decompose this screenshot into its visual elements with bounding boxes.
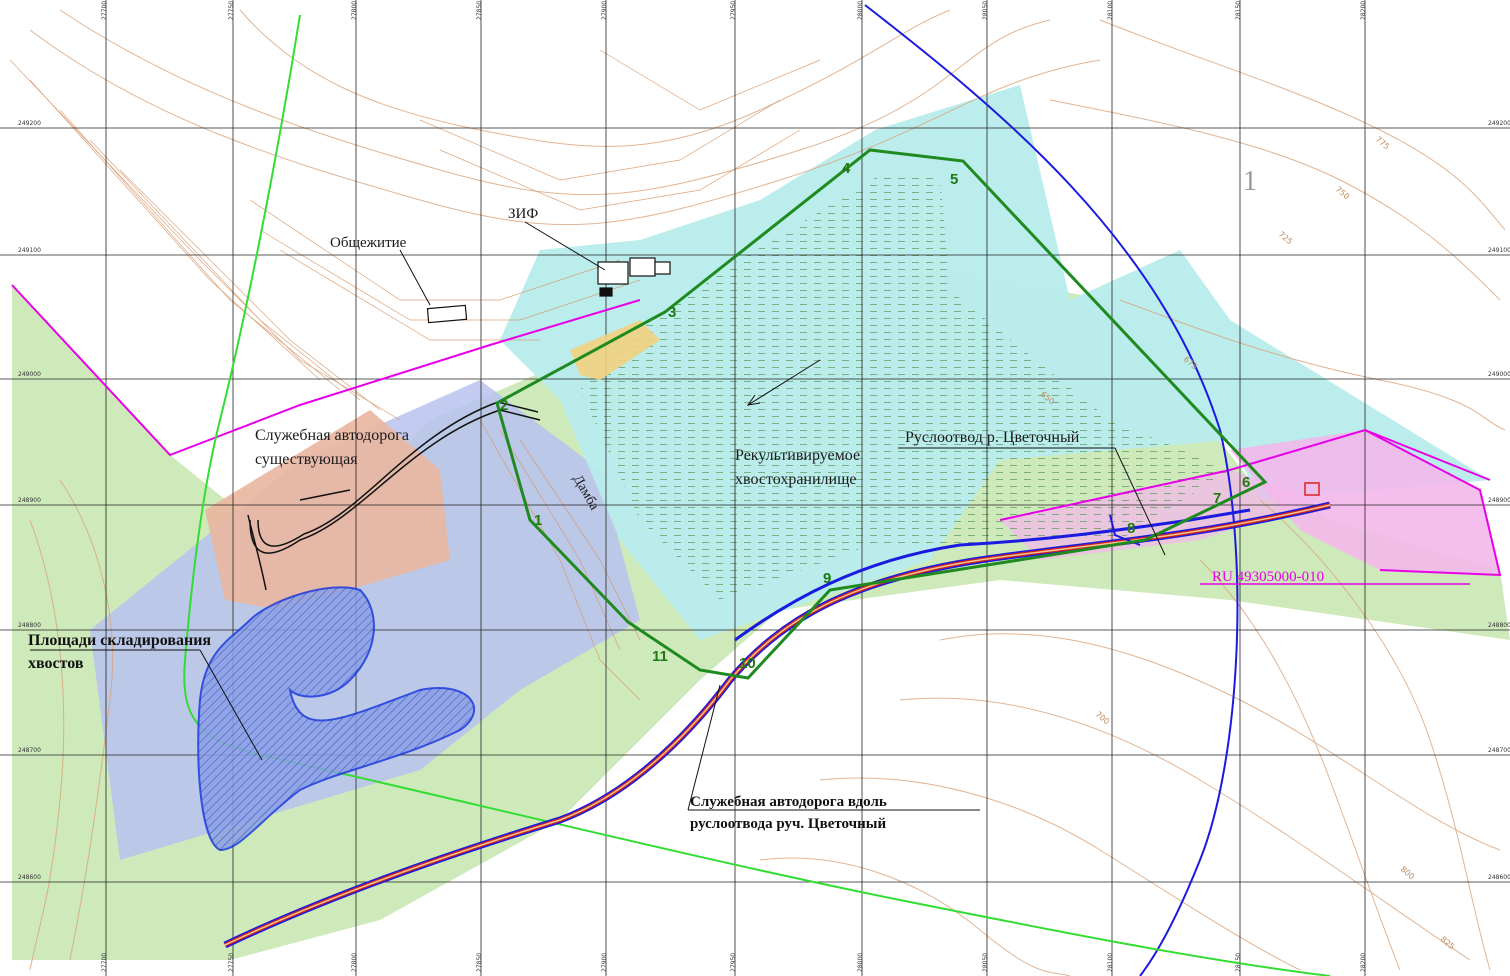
diversion-label: Руслоотвод р. Цветочный: [905, 429, 1080, 446]
tick-right-0: 249200: [1488, 120, 1510, 127]
tick-right-2: 249000: [1488, 371, 1510, 378]
reclaimed-hatch: [580, 175, 1230, 600]
storage-leader-2: [199, 649, 263, 761]
road-along-diversion: [223, 501, 1331, 949]
svg-text:750: 750: [1334, 185, 1351, 202]
point-8: 8: [1127, 520, 1135, 537]
tick-bottom-2: 27800: [351, 953, 358, 972]
reclaimed-label-2: хвостохранилище: [735, 471, 857, 488]
svg-text:725: 725: [1277, 230, 1294, 247]
tick-top-3: 27850: [476, 1, 483, 20]
tick-top-4: 27900: [601, 1, 608, 20]
tailings-storage-areas: [197, 586, 476, 852]
tick-bottom-0: 27700: [101, 953, 108, 972]
salmon-zone: [205, 410, 450, 610]
tick-right-4: 248800: [1488, 622, 1510, 629]
license-label: RU 49305000-010: [1212, 569, 1324, 585]
grid-bottom-ticks: 27700 27750 27800 27850 27900 27950 2800…: [101, 953, 1367, 972]
tick-top-6: 28000: [857, 1, 864, 20]
tick-left-4: 248800: [18, 622, 41, 629]
svg-text:700: 700: [1094, 710, 1111, 727]
point-10: 10: [739, 655, 756, 672]
storage-label-2: хвостов: [28, 655, 84, 672]
svg-text:800: 800: [1399, 865, 1416, 882]
point-6: 6: [1242, 474, 1250, 491]
reclaimed-label-1: Рекультивируемое: [735, 447, 860, 464]
diversion-channel: [734, 508, 1251, 642]
tick-bottom-5: 27950: [730, 953, 737, 972]
tick-top-2: 27800: [351, 1, 358, 20]
existing-road-label-1: Служебная автодорога: [255, 427, 409, 444]
tick-right-5: 248700: [1488, 747, 1510, 754]
point-5: 5: [950, 171, 958, 188]
sheet-number: 1: [1243, 166, 1257, 197]
road-along-leader-2: [687, 684, 721, 811]
tick-bottom-3: 27850: [476, 953, 483, 972]
tick-bottom-8: 28100: [1107, 953, 1114, 972]
point-4: 4: [842, 160, 851, 177]
tick-right-3: 248900: [1488, 497, 1510, 504]
plant-label: ЗИФ: [508, 206, 538, 222]
dormitory-building: [426, 304, 468, 324]
flow-arrow: [746, 359, 821, 406]
existing-road: [247, 401, 541, 591]
existing-road-label-2: существующая: [255, 451, 358, 468]
red-marker: [1304, 482, 1320, 496]
road-along-label-2: руслоотвода руч. Цветочный: [690, 816, 886, 832]
tick-bottom-6: 28000: [857, 953, 864, 972]
tick-left-5: 248700: [18, 747, 41, 754]
magenta-boundary: [11, 284, 1502, 577]
svg-text:775: 775: [1374, 135, 1391, 152]
tick-top-9: 28150: [1235, 1, 1242, 20]
tick-left-3: 248900: [18, 497, 41, 504]
tick-top-0: 27700: [101, 1, 108, 20]
point-7: 7: [1213, 490, 1221, 507]
tick-bottom-10: 28200: [1360, 953, 1367, 972]
point-9: 9: [823, 570, 831, 587]
tick-top-7: 28050: [982, 1, 989, 20]
tick-left-1: 249100: [18, 247, 41, 254]
grid-left-ticks: 249200 249100 249000 248900 248800 24870…: [18, 120, 41, 881]
diversion-leader-2: [1114, 447, 1166, 556]
plant-leader: [524, 221, 606, 271]
reclamation-boundary: [495, 148, 1268, 680]
dormitory-leader: [399, 249, 431, 306]
blue-curve-line: [864, 4, 1239, 976]
dormitory-label: Общежитие: [330, 235, 407, 251]
tick-top-5: 27950: [730, 1, 737, 20]
plant-buildings: [597, 257, 671, 297]
tick-bottom-4: 27900: [601, 953, 608, 972]
tick-left-2: 249000: [18, 371, 41, 378]
tick-left-6: 248600: [18, 874, 41, 881]
tick-top-10: 28200: [1360, 1, 1367, 20]
tick-bottom-7: 28050: [982, 953, 989, 972]
point-3: 3: [668, 304, 676, 321]
tick-right-6: 248600: [1488, 874, 1510, 881]
dam-body: [570, 320, 660, 380]
point-11: 11: [652, 648, 668, 665]
storage-label-1: Площади складирования: [28, 632, 211, 649]
tick-left-0: 249200: [18, 120, 41, 127]
point-2: 2: [500, 397, 508, 414]
point-1: 1: [534, 512, 542, 529]
grid-right-ticks: 249200 249100 249000 248900 248800 24870…: [1488, 120, 1510, 881]
road-along-label-1: Служебная автодорога вдоль: [690, 794, 887, 810]
tick-bottom-1: 27750: [228, 953, 235, 972]
tick-top-8: 28100: [1107, 1, 1114, 20]
tick-top-1: 27750: [228, 1, 235, 20]
boundary-points: 1 2 3 4 5 6 7 8 9 10 11: [500, 160, 1250, 672]
terrain-contours: [29, 9, 1506, 976]
tick-right-1: 249100: [1488, 247, 1510, 254]
grid-top-ticks: 27700 27750 27800 27850 27900 27950 2800…: [101, 1, 1367, 20]
